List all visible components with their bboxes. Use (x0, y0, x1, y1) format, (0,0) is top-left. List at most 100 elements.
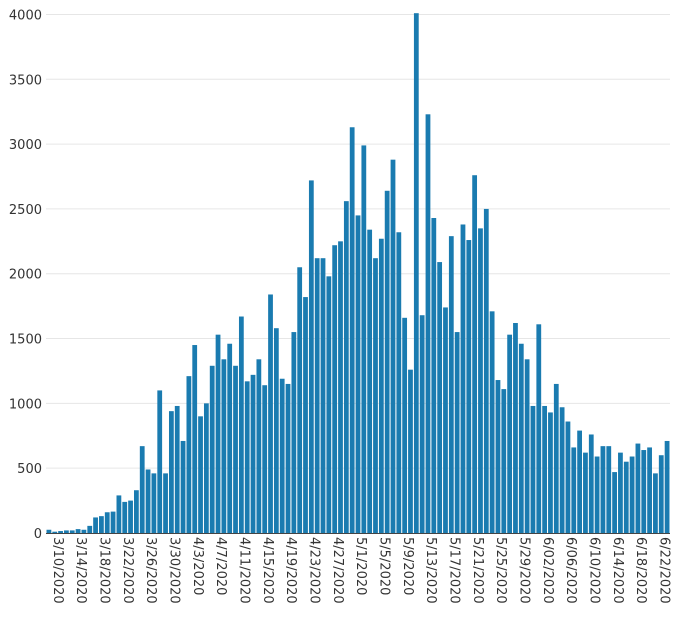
bar (343, 201, 349, 533)
bar (472, 175, 478, 533)
bar (297, 267, 303, 533)
bar (536, 324, 542, 533)
bar (384, 190, 390, 533)
bar (588, 434, 594, 533)
bar (46, 529, 52, 533)
bar (227, 343, 233, 533)
bar (303, 297, 308, 533)
bars (46, 13, 670, 534)
x-tick-label: 5/1/2020 (353, 537, 368, 595)
bar (64, 530, 69, 533)
x-tick-label: 6/18/2020 (633, 537, 648, 604)
bar (431, 218, 437, 533)
bar (192, 345, 198, 533)
bar (658, 455, 664, 533)
bar (478, 228, 483, 533)
bar (238, 316, 244, 533)
bar (606, 446, 612, 533)
x-tick-label: 6/10/2020 (586, 537, 601, 604)
bar (81, 529, 87, 533)
bar (99, 516, 104, 533)
bar (641, 450, 647, 533)
y-tick-label: 500 (17, 462, 42, 477)
y-tick-label: 1500 (9, 333, 42, 348)
bar (163, 473, 168, 533)
bar (268, 294, 273, 533)
bar (396, 232, 402, 533)
bar (209, 365, 215, 533)
y-tick-label: 4000 (9, 8, 42, 23)
bar (285, 383, 291, 533)
bar (180, 440, 186, 533)
bar (168, 411, 174, 533)
bar (448, 236, 454, 533)
bar (332, 245, 338, 533)
y-tick-label: 3000 (9, 138, 42, 153)
bar (87, 525, 93, 533)
x-tick-label: 3/22/2020 (120, 537, 135, 604)
bar (314, 258, 320, 533)
bar (93, 517, 98, 533)
bar (186, 376, 192, 533)
y-axis-tick-labels: 0 500 1000 1500 2000 2500 3000 3500 4000 (9, 8, 42, 542)
bar (215, 334, 221, 533)
bar (653, 473, 658, 533)
x-tick-label: 5/13/2020 (423, 537, 438, 604)
bar (530, 405, 536, 533)
bar (256, 359, 262, 533)
bar (518, 343, 524, 533)
bar (664, 440, 670, 533)
bar (618, 452, 623, 533)
bar (151, 473, 157, 533)
bar (221, 359, 227, 533)
bar (198, 416, 203, 533)
bar (553, 383, 559, 533)
x-tick-label: 5/25/2020 (493, 537, 508, 604)
bar (402, 317, 408, 533)
bar (262, 385, 268, 533)
x-tick-label: 3/18/2020 (97, 537, 112, 604)
bar (128, 500, 133, 533)
bar (612, 472, 617, 533)
x-tick-label: 6/06/2020 (563, 537, 578, 604)
x-tick-label: 4/27/2020 (330, 537, 345, 604)
bar (594, 456, 600, 533)
bar (524, 359, 530, 533)
bar (145, 469, 151, 533)
bar (52, 531, 58, 533)
bar (104, 512, 110, 533)
bar (483, 208, 489, 533)
bar (174, 405, 180, 533)
bar (139, 446, 145, 533)
bar (349, 127, 355, 533)
bar (583, 452, 588, 533)
bar (460, 224, 466, 534)
x-tick-label: 4/7/2020 (213, 537, 228, 595)
bar (565, 421, 571, 533)
y-tick-label: 1000 (9, 397, 42, 412)
bar (338, 241, 343, 533)
bar (419, 315, 425, 533)
bar (244, 381, 250, 533)
bar (408, 369, 413, 533)
bar (110, 511, 116, 533)
bar (361, 145, 367, 533)
bar (279, 378, 285, 533)
bar (466, 240, 472, 534)
bar (367, 229, 373, 534)
bar (600, 446, 606, 533)
bar (134, 490, 139, 533)
bar (233, 365, 238, 533)
bar (629, 456, 635, 533)
bar (291, 332, 297, 533)
x-tick-label: 5/29/2020 (516, 537, 531, 604)
bar (326, 276, 332, 533)
bar (454, 332, 460, 533)
bar (443, 307, 448, 533)
x-tick-label: 3/30/2020 (167, 537, 182, 604)
x-tick-label: 3/14/2020 (73, 537, 88, 604)
bar (390, 159, 396, 534)
bar (489, 311, 495, 533)
x-axis-tick-labels: 3/10/2020 3/14/2020 3/18/2020 3/22/2020 3/26… (50, 537, 671, 604)
